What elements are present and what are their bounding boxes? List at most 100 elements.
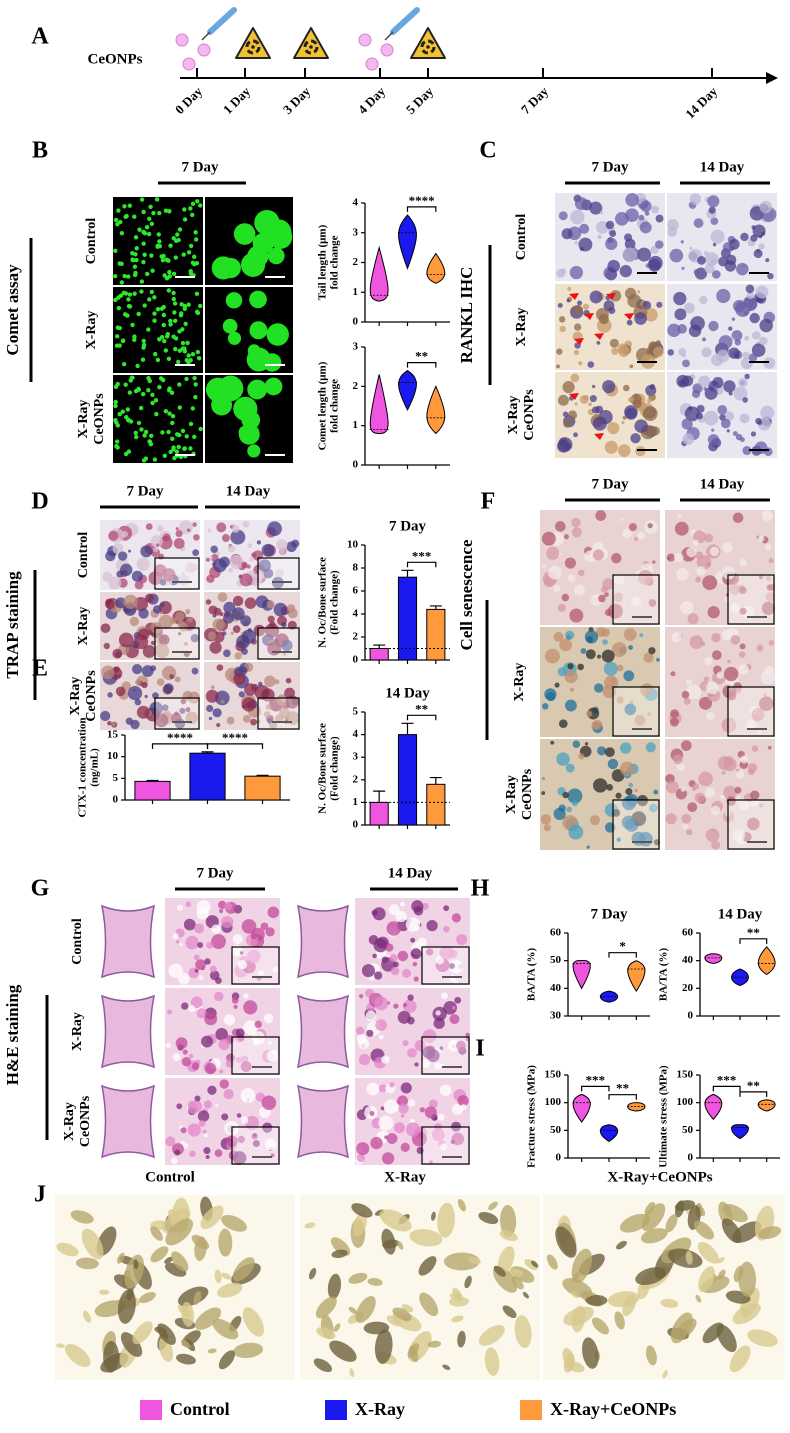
cell: [108, 576, 122, 590]
cell: [707, 434, 720, 446]
cell: [171, 334, 176, 339]
cell: [136, 311, 141, 317]
cell: [607, 603, 623, 619]
cell: [115, 423, 120, 428]
cell: [156, 678, 165, 686]
trabecula: [614, 1311, 625, 1330]
cell: [622, 247, 637, 262]
cell: [223, 601, 236, 614]
cell: [129, 616, 140, 627]
cell: [369, 1110, 375, 1116]
cell: [644, 211, 650, 216]
cell: [188, 243, 194, 249]
cell: [729, 584, 741, 595]
cell: [710, 805, 721, 816]
y-axis-label: fold change: [329, 235, 341, 289]
cell: [569, 687, 575, 692]
y-axis-label: (Fold change): [329, 736, 341, 801]
violin: [398, 214, 417, 270]
cell: [247, 543, 253, 549]
cell: [607, 758, 619, 770]
cell: [265, 927, 275, 937]
cell: [621, 420, 625, 425]
cell: [103, 642, 110, 650]
trabecula: [437, 1202, 455, 1238]
cell: [720, 418, 731, 429]
cell: [194, 1095, 201, 1102]
cell: [708, 320, 719, 332]
significance-bracket: [406, 362, 437, 368]
cell: [182, 446, 187, 452]
cell: [154, 643, 170, 659]
cell: [637, 570, 653, 585]
cell: [137, 227, 142, 232]
cell: [225, 292, 243, 309]
cell: [743, 296, 755, 308]
cell: [694, 792, 705, 803]
trabecula: [355, 1296, 376, 1323]
cell: [249, 321, 268, 340]
cell: [609, 230, 617, 237]
cell: [440, 992, 449, 1000]
cell: [264, 623, 280, 638]
trabecula: [218, 1228, 233, 1257]
cell: [198, 426, 203, 432]
cell: [716, 671, 724, 679]
cell: [378, 1084, 387, 1093]
cell: [237, 1135, 245, 1144]
y-axis-label: Ultimate stress (MPa): [658, 1065, 670, 1168]
trabecula: [407, 1343, 420, 1358]
cell: [756, 644, 764, 652]
cell: [185, 562, 196, 574]
cell: [185, 340, 190, 346]
cell: [163, 409, 169, 414]
cell: [648, 255, 663, 271]
cell: [559, 638, 572, 652]
violin: [731, 1124, 749, 1140]
cell: [457, 1095, 469, 1107]
trabecula: [94, 1300, 126, 1318]
violin: [599, 990, 619, 1003]
panel-letter: F: [481, 489, 496, 515]
cell: [437, 1113, 445, 1121]
cell: [708, 206, 716, 214]
cell: [615, 792, 622, 799]
cell: [174, 238, 179, 244]
cell: [724, 596, 731, 603]
cell: [407, 1099, 416, 1107]
cell: [703, 410, 719, 426]
cell: [647, 398, 652, 404]
cell: [358, 1053, 371, 1066]
cell: [759, 336, 768, 346]
trabecula: [478, 1212, 499, 1225]
cell: [120, 563, 133, 577]
cell: [738, 664, 750, 675]
micrograph: [113, 287, 203, 373]
cell: [698, 771, 713, 787]
cell: [176, 444, 181, 450]
row-label: X-Ray: [76, 400, 91, 439]
cell: [128, 549, 132, 553]
column-header: 14 Day: [700, 159, 745, 175]
cell: [762, 510, 773, 522]
cell: [580, 648, 587, 654]
cell: [735, 770, 745, 779]
legend-swatch: [520, 1400, 542, 1420]
cell: [424, 1106, 437, 1119]
timeline-day: 4 Day: [355, 83, 389, 117]
cell: [702, 575, 718, 591]
cell: [231, 996, 239, 1004]
cell: [226, 716, 235, 725]
cell: [115, 439, 120, 444]
cell: [629, 700, 634, 704]
cell: [159, 536, 173, 550]
row-label: Control: [514, 214, 529, 261]
cell: [219, 612, 224, 617]
cell: [682, 375, 694, 387]
cell: [571, 517, 581, 528]
cell: [163, 348, 169, 353]
cell: [285, 677, 292, 684]
trabecula: [464, 1275, 472, 1289]
cell: [758, 575, 763, 580]
cell: [131, 664, 143, 675]
